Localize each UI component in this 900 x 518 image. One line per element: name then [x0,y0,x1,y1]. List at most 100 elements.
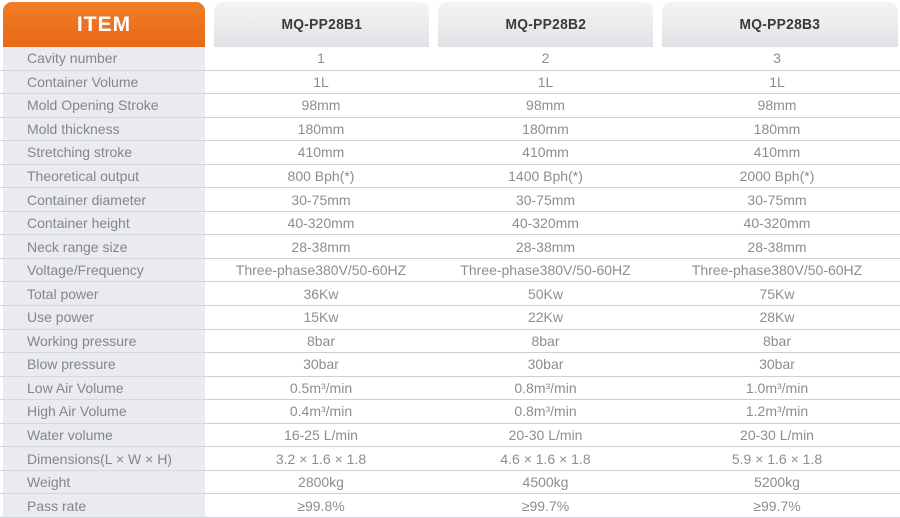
row-label: Mold thickness [3,117,205,142]
cell-value: 28-38mm [437,235,654,259]
cell-value: 410mm [437,141,654,165]
table-row: Working pressure 8bar 8bar 8bar [0,329,900,354]
item-header-label: ITEM [76,12,132,36]
cell-value: 1L [205,71,437,95]
cell-value: 410mm [205,141,437,165]
row-label: Weight [3,470,205,495]
cell-value: 1L [437,71,654,95]
cell-value: Three-phase380V/50-60HZ [437,259,654,283]
cell-value: 22Kw [437,306,654,330]
row-label: Total power [3,282,205,307]
table-row: Mold Opening Stroke 98mm 98mm 98mm [0,94,900,118]
cell-value: 16-25 L/min [205,424,437,448]
table-row: Neck range size 28-38mm 28-38mm 28-38mm [0,235,900,259]
column-header-model-3: MQ-PP28B3 [662,2,898,47]
row-left-gutter [0,235,3,259]
row-label: Neck range size [3,235,205,259]
row-left-gutter [0,118,3,142]
table-row: Low Air Volume 0.5m³/min 0.8m³/min 1.0m³/mi… [0,376,900,401]
cell-value: 180mm [654,118,900,142]
table-row: High Air Volume 0.4m³/min 0.8m³/min 1.2m³/m… [0,400,900,424]
row-left-gutter [0,47,3,71]
cell-value: 1400 Bph(*) [437,165,654,189]
row-label: Stretching stroke [3,141,205,165]
row-label: Theoretical output [3,164,205,189]
cell-value: 20-30 L/min [437,424,654,448]
cell-value: 98mm [437,94,654,118]
cell-value: 40-320mm [437,212,654,236]
cell-value: 5.9 × 1.6 × 1.8 [654,447,900,471]
cell-value: 98mm [654,94,900,118]
table-row: Water volume 16-25 L/min 20-30 L/min 20-30 … [0,423,900,448]
cell-value: 1 [205,47,437,71]
cell-value: 2800kg [205,471,437,495]
row-label: Container diameter [3,188,205,212]
row-left-gutter [0,165,3,189]
cell-value: 30-75mm [437,188,654,212]
cell-value: 1.2m³/min [654,400,900,424]
row-left-gutter [0,471,3,495]
row-label: Use power [3,306,205,330]
row-left-gutter [0,353,3,377]
cell-value: ≥99.8% [205,494,437,518]
row-left-gutter [0,94,3,118]
column-header-label: MQ-PP28B1 [281,16,362,33]
row-label: Dimensions(L × W × H) [3,447,205,471]
row-label: Container height [3,211,205,236]
row-label: Mold Opening Stroke [3,94,205,118]
cell-value: 40-320mm [205,212,437,236]
cell-value: 40-320mm [654,212,900,236]
table-row: Theoretical output 800 Bph(*) 1400 Bph(*) 2… [0,164,900,189]
cell-value: 5200kg [654,471,900,495]
cell-value: 2000 Bph(*) [654,165,900,189]
cell-value: 30bar [654,353,900,377]
table-row: Total power 36Kw 50Kw 75Kw [0,282,900,307]
row-left-gutter [0,188,3,212]
row-label: Cavity number [3,47,205,71]
cell-value: 1.0m³/min [654,377,900,401]
cell-value: 98mm [205,94,437,118]
row-label: Voltage/Frequency [3,258,205,283]
cell-value: 15Kw [205,306,437,330]
cell-value: 8bar [437,330,654,354]
row-left-gutter [0,494,3,518]
row-label: High Air Volume [3,400,205,424]
table-row: Stretching stroke 410mm 410mm 410mm [0,141,900,165]
row-label: Low Air Volume [3,376,205,401]
row-left-gutter [0,141,3,165]
table-header-row: ITEM MQ-PP28B1 MQ-PP28B2 MQ-PP28B3 [0,2,900,47]
cell-value: 20-30 L/min [654,424,900,448]
cell-value: 4500kg [437,471,654,495]
column-header-model-1: MQ-PP28B1 [214,2,429,47]
row-label: Water volume [3,423,205,448]
column-header-label: MQ-PP28B2 [505,16,586,33]
cell-value: Three-phase380V/50-60HZ [205,259,437,283]
table-row: Container height 40-320mm 40-320mm 40-320mm [0,211,900,236]
cell-value: 36Kw [205,282,437,307]
table-row: Dimensions(L × W × H) 3.2 × 1.6 × 1.8 4.6 … [0,447,900,471]
cell-value: 0.8m³/min [437,400,654,424]
column-header-label: MQ-PP28B3 [739,16,821,33]
cell-value: 3 [654,47,900,71]
cell-value: ≥99.7% [437,494,654,518]
cell-value: 8bar [654,330,900,354]
cell-value: 0.4m³/min [205,400,437,424]
column-header-model-2: MQ-PP28B2 [438,2,653,47]
cell-value: 180mm [437,118,654,142]
row-left-gutter [0,447,3,471]
item-header-cell: ITEM [3,2,205,47]
row-left-gutter [0,282,3,307]
cell-value: 2 [437,47,654,71]
cell-value: 30bar [205,353,437,377]
table-row: Weight 2800kg 4500kg 5200kg [0,470,900,495]
table-row: Voltage/Frequency Three-phase380V/50-60HZ… [0,258,900,283]
row-left-gutter [0,424,3,448]
row-left-gutter [0,212,3,236]
cell-value: 75Kw [654,282,900,307]
table-row: Container Volume 1L 1L 1L [0,70,900,95]
cell-value: 4.6 × 1.6 × 1.8 [437,447,654,471]
table-row: Use power 15Kw 22Kw 28Kw [0,306,900,330]
row-left-gutter [0,400,3,424]
row-label: Blow pressure [3,353,205,377]
